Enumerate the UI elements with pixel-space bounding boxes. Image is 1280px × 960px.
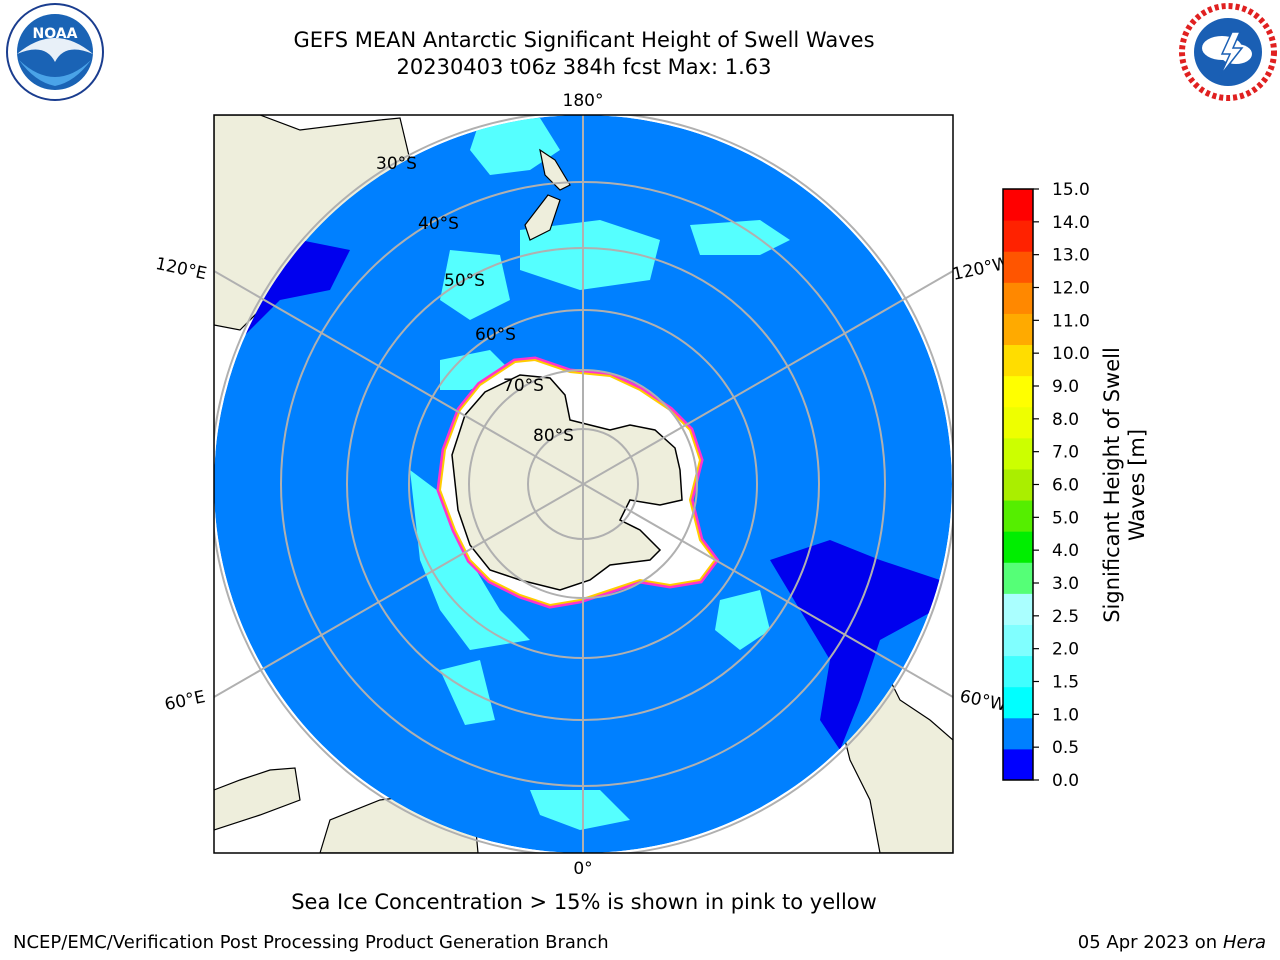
lon-label-0: 0° (573, 859, 592, 879)
colorbar-segment (1003, 624, 1033, 657)
colorbar-frame (1002, 188, 1034, 781)
colorbar-tick-label: 4.0 (1052, 541, 1079, 561)
colorbar-segment (1003, 375, 1033, 408)
lon-label-60w: 60°W (958, 686, 1008, 715)
colorbar-tick-label: 14.0 (1052, 213, 1090, 233)
colorbar-segment (1003, 717, 1033, 750)
lat-label-80s: 80°S (533, 426, 574, 446)
swell-patch-2 (520, 220, 660, 290)
map-area: 30°S 40°S 50°S 60°S 70°S 80°S (214, 115, 953, 853)
swell-patch-6 (440, 350, 510, 390)
colorbar-tick-label: 6.0 (1052, 476, 1079, 496)
colorbar-tick-label: 1.5 (1052, 673, 1079, 693)
nws-logo-icon (1179, 3, 1277, 101)
noaa-logo-text: NOAA (33, 26, 78, 42)
footer-date: 05 Apr 2023 on Hera (1078, 932, 1266, 953)
lon-label-60e: 60°E (163, 687, 207, 715)
colorbar-tick-label: 10.0 (1052, 344, 1090, 364)
colorbar-tick-label: 0.0 (1052, 771, 1079, 791)
colorbar-label-line1: Significant Height of Swell (1100, 347, 1124, 623)
colorbar-tick-label: 0.5 (1052, 738, 1079, 758)
swell-patch-3 (440, 250, 510, 320)
colorbar-tick-label: 2.5 (1052, 607, 1079, 627)
map-frame (213, 114, 954, 854)
swell-patch-4 (690, 220, 790, 255)
colorbar-segment (1003, 282, 1033, 314)
chart-subtitle: 20230403 t06z 384h fcst Max: 1.63 (396, 55, 772, 79)
colorbar-segment (1003, 655, 1033, 688)
colorbar-segment (1003, 313, 1033, 346)
colorbar-tick-label: 15.0 (1052, 180, 1090, 200)
swell-patch-9 (530, 790, 630, 830)
colorbar-tick-label: 11.0 (1052, 311, 1090, 331)
chart-title: GEFS MEAN Antarctic Significant Height o… (293, 28, 875, 52)
colorbar-segment (1003, 748, 1033, 781)
colorbar-tick-label: 2.0 (1052, 640, 1079, 660)
colorbar-segment (1003, 686, 1033, 719)
footer-system: Hera (1222, 932, 1266, 953)
colorbar: 0.0 0.5 1.0 1.5 2.0 2.5 3.0 4.0 5.0 6.0 7.0 8.0 9.0 1… (1003, 180, 1090, 791)
colorbar-segment (1003, 500, 1033, 532)
colorbar-tick-label: 12.0 (1052, 279, 1090, 299)
swell-patch-8 (440, 660, 495, 725)
land-antarctica (451, 374, 683, 591)
colorbar-segment (1003, 189, 1033, 221)
colorbar-tick-label: 3.0 (1052, 574, 1079, 594)
lat-label-60s: 60°S (475, 325, 516, 345)
colorbar-tick-label: 8.0 (1052, 410, 1079, 430)
colorbar-segment (1003, 593, 1033, 625)
lon-label-120e: 120°E (154, 254, 209, 284)
colorbar-segment (1003, 468, 1033, 501)
lat-label-50s: 50°S (444, 271, 485, 291)
land-madagascar (214, 767, 301, 831)
colorbar-tick-label: 9.0 (1052, 377, 1079, 397)
meridian-60e-120w (214, 270, 953, 698)
sea-ice-note: Sea Ice Concentration > 15% is shown in … (291, 890, 877, 914)
lat-label-40s: 40°S (418, 214, 459, 234)
colorbar-label: Significant Height of Swell Waves [m] (1100, 347, 1149, 623)
colorbar-tick-label: 5.0 (1052, 508, 1079, 528)
land-new-zealand (524, 148, 571, 241)
colorbar-label-line2: Waves [m] (1125, 429, 1149, 541)
footer-date-text: 05 Apr 2023 on (1077, 932, 1223, 953)
colorbar-segment (1003, 406, 1033, 439)
colorbar-segment (1003, 344, 1033, 377)
noaa-logo-icon: NOAA (6, 3, 104, 101)
colorbar-tick-label: 13.0 (1052, 246, 1090, 266)
colorbar-segment (1003, 220, 1033, 252)
swell-patch-1 (470, 118, 560, 175)
swell-patch-7 (715, 590, 770, 650)
lon-label-180: 180° (563, 91, 604, 111)
colorbar-tick-label: 7.0 (1052, 443, 1079, 463)
footer-organization: NCEP/EMC/Verification Post Processing Pr… (13, 932, 609, 953)
colorbar-tick-label: 1.0 (1052, 705, 1079, 725)
colorbar-segment (1003, 531, 1033, 563)
lat-label-70s: 70°S (503, 376, 544, 396)
graticule (214, 115, 953, 853)
colorbar-segment (1003, 251, 1033, 283)
colorbar-segment (1003, 562, 1033, 594)
colorbar-segment (1003, 437, 1033, 470)
lat-label-30s: 30°S (376, 154, 417, 174)
